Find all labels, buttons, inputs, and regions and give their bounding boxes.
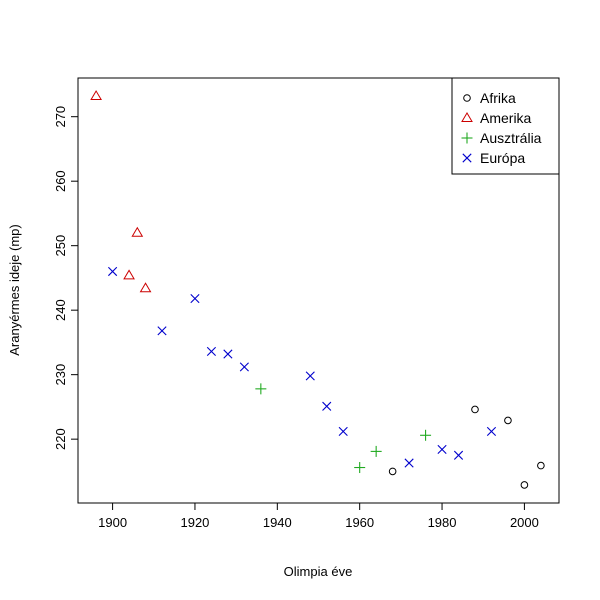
legend-marker — [461, 132, 473, 144]
data-point — [437, 444, 447, 455]
legend-item: Afrika — [463, 90, 516, 106]
data-point — [338, 426, 348, 437]
legend-item: Ausztrália — [461, 130, 542, 146]
legend-box — [451, 77, 560, 175]
axes: 1900 1920 1940 1960 1980 20002202302402502602… — [53, 106, 539, 530]
y-axis-label: Aranyérmes ideje (mp) — [7, 224, 22, 356]
y-tick-label: 250 — [53, 235, 68, 257]
legend-marker — [461, 112, 473, 122]
data-point — [370, 445, 382, 457]
y-tick-label: 260 — [53, 170, 68, 192]
y-tick-label: 270 — [53, 106, 68, 128]
data-point — [322, 401, 332, 411]
data-point — [139, 282, 152, 293]
x-tick-label: 2000 — [510, 515, 539, 530]
data-point — [537, 461, 545, 470]
y-tick-label: 230 — [53, 364, 68, 386]
data-points — [90, 90, 545, 489]
data-point — [255, 383, 267, 395]
series-ausztrália — [255, 383, 432, 474]
legend-marker — [462, 153, 472, 163]
series-európa — [108, 266, 497, 468]
legend-label: Európa — [480, 150, 525, 166]
data-point — [486, 426, 497, 437]
data-point — [354, 462, 366, 474]
legend-marker — [463, 94, 471, 102]
data-point — [453, 450, 464, 460]
data-point — [108, 266, 118, 277]
data-point — [123, 269, 135, 280]
data-point — [223, 349, 233, 359]
data-point — [420, 429, 432, 441]
legend-label: Ausztrália — [480, 130, 542, 146]
data-point — [504, 416, 512, 425]
y-tick-label: 240 — [53, 299, 68, 321]
legend: Afrika Amerika Ausztrália Európa — [451, 77, 560, 175]
data-point — [239, 362, 249, 372]
x-tick-label: 1920 — [180, 515, 209, 530]
data-point — [190, 293, 200, 304]
legend-item: Európa — [462, 150, 525, 166]
data-point — [520, 481, 529, 489]
data-point — [305, 371, 315, 381]
x-tick-label: 1940 — [263, 515, 292, 530]
x-tick-label: 1960 — [345, 515, 374, 530]
data-point — [131, 226, 144, 237]
series-afrika — [388, 405, 545, 489]
x-tick-label: 1900 — [98, 515, 127, 530]
legend-items: Afrika Amerika Ausztrália Európa — [461, 90, 542, 166]
x-axis-label: Olimpia éve — [284, 564, 353, 579]
data-point — [157, 326, 167, 336]
x-tick-label: 1980 — [428, 515, 457, 530]
data-point — [90, 90, 102, 101]
data-point — [206, 346, 217, 357]
legend-label: Amerika — [480, 110, 532, 126]
series-amerika — [90, 90, 152, 293]
data-point — [388, 467, 397, 476]
data-point — [404, 458, 414, 468]
data-point — [471, 405, 479, 414]
y-tick-label: 220 — [53, 428, 68, 450]
legend-label: Afrika — [480, 90, 516, 106]
y-axis: 220 230 240 250 260 270 — [53, 106, 79, 450]
legend-item: Amerika — [461, 110, 532, 126]
x-axis: 1900 1920 1940 1960 1980 2000 — [98, 502, 539, 530]
